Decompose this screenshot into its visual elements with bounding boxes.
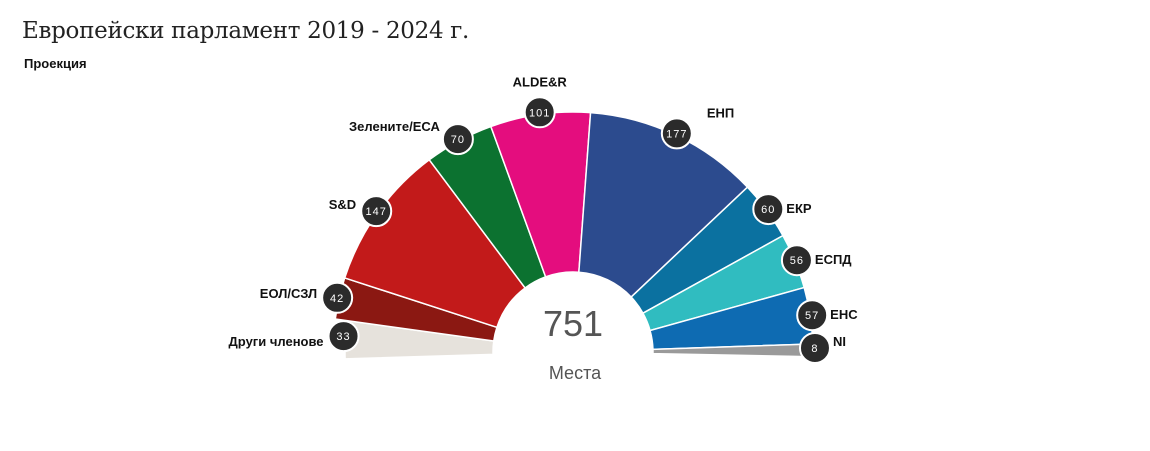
chart-title: Европейски парламент 2019 - 2024 г. bbox=[22, 18, 470, 44]
seat-badge-circle bbox=[796, 299, 829, 332]
seat-badge-circle bbox=[360, 195, 393, 228]
seat-badge-circle bbox=[441, 123, 474, 156]
seat-badge-9: 8 bbox=[798, 331, 831, 364]
labels-group: Други членове ЕОЛ/СЗЛ S&D Зелените/ЕСА ALDE&… bbox=[229, 74, 859, 349]
slice-2 bbox=[343, 158, 527, 329]
seat-badge-7: 56 bbox=[780, 244, 813, 277]
seat-badge-4: 101 bbox=[523, 96, 556, 129]
seat-value-9: 8 bbox=[811, 343, 818, 355]
total-seats: 751 bbox=[543, 303, 603, 344]
party-label-2: S&D bbox=[329, 197, 356, 212]
party-label-6: ЕКР bbox=[786, 201, 812, 216]
seat-value-0: 33 bbox=[336, 331, 350, 343]
party-label-3: Зелените/ЕСА bbox=[349, 119, 440, 134]
seat-badge-0: 33 bbox=[327, 320, 360, 353]
seat-value-6: 60 bbox=[761, 204, 775, 216]
party-label-0: Други членове bbox=[229, 334, 324, 349]
badges-group: 33 42 147 70 101 177 60 56 57 8 bbox=[321, 96, 831, 364]
chart-subtitle: Проекция bbox=[24, 56, 87, 71]
seat-badge-circle bbox=[327, 320, 360, 353]
party-label-9: NI bbox=[833, 334, 846, 349]
seat-badge-6: 60 bbox=[752, 193, 785, 226]
seat-value-7: 56 bbox=[790, 255, 804, 267]
seat-value-5: 177 bbox=[666, 128, 687, 140]
seat-value-1: 42 bbox=[330, 293, 344, 305]
total-seats-label: Места bbox=[549, 363, 602, 383]
seat-value-8: 57 bbox=[805, 310, 819, 322]
slice-5 bbox=[578, 111, 749, 299]
party-label-4: ALDE&R bbox=[513, 74, 568, 89]
seat-badge-5: 177 bbox=[660, 117, 693, 150]
seat-badge-circle bbox=[523, 96, 556, 129]
seat-badge-3: 70 bbox=[441, 123, 474, 156]
seat-badge-circle bbox=[780, 244, 813, 277]
party-label-5: ЕНП bbox=[707, 105, 734, 120]
seat-badge-8: 57 bbox=[796, 299, 829, 332]
seat-badge-1: 42 bbox=[321, 281, 354, 314]
seat-badge-circle bbox=[660, 117, 693, 150]
party-label-1: ЕОЛ/СЗЛ bbox=[260, 286, 317, 301]
seat-value-2: 147 bbox=[366, 206, 387, 218]
seat-badge-circle bbox=[798, 331, 831, 364]
seat-value-3: 70 bbox=[451, 134, 465, 146]
seat-value-4: 101 bbox=[529, 107, 550, 119]
party-label-7: ЕСПД bbox=[815, 252, 852, 267]
party-label-8: ЕНС bbox=[830, 307, 858, 322]
seat-badge-circle bbox=[321, 281, 354, 314]
seat-badge-circle bbox=[752, 193, 785, 226]
seat-badge-2: 147 bbox=[360, 195, 393, 228]
